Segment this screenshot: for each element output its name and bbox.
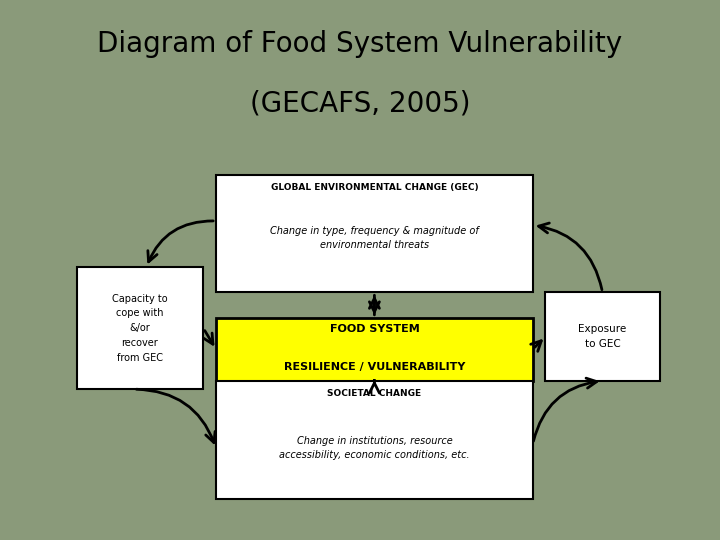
Text: RESILIENCE / VULNERABILITY: RESILIENCE / VULNERABILITY <box>284 362 465 373</box>
Text: Diagram of Food System Vulnerability: Diagram of Food System Vulnerability <box>97 30 623 58</box>
Text: SOCIETAL CHANGE: SOCIETAL CHANGE <box>328 389 421 398</box>
Text: FOOD SYSTEM: FOOD SYSTEM <box>330 324 419 334</box>
Text: (GECAFS, 2005): (GECAFS, 2005) <box>250 89 470 117</box>
FancyBboxPatch shape <box>216 381 533 498</box>
Text: Capacity to
cope with
&/or
recover
from GEC: Capacity to cope with &/or recover from … <box>112 294 168 363</box>
Text: Exposure
to GEC: Exposure to GEC <box>578 324 626 349</box>
FancyBboxPatch shape <box>546 293 660 381</box>
Text: Change in type, frequency & magnitude of
environmental threats: Change in type, frequency & magnitude of… <box>270 226 479 250</box>
FancyBboxPatch shape <box>216 318 533 381</box>
FancyBboxPatch shape <box>76 267 203 389</box>
Text: Change in institutions, resource
accessibility, economic conditions, etc.: Change in institutions, resource accessi… <box>279 436 469 460</box>
FancyBboxPatch shape <box>216 174 533 293</box>
Text: GLOBAL ENVIRONMENTAL CHANGE (GEC): GLOBAL ENVIRONMENTAL CHANGE (GEC) <box>271 183 478 192</box>
